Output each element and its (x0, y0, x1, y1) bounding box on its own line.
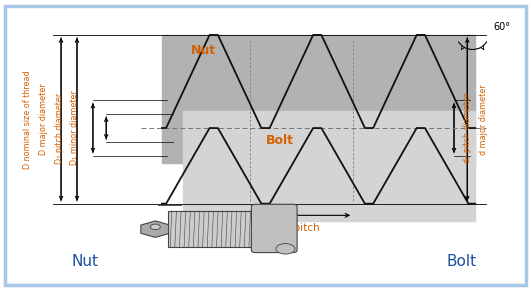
Text: Nut: Nut (72, 254, 98, 269)
Text: d major diameter: d major diameter (479, 84, 487, 155)
Text: d₂ pitch diameter: d₂ pitch diameter (463, 93, 472, 163)
Text: D nominal size of thread: D nominal size of thread (23, 70, 32, 168)
Bar (162, 35, 475, 163)
Bar (183, 111, 475, 221)
FancyBboxPatch shape (252, 204, 297, 253)
Text: Bolt: Bolt (447, 254, 477, 269)
Text: Nut: Nut (191, 44, 216, 57)
Bar (168, 211, 256, 247)
Circle shape (276, 244, 295, 254)
Text: Bolt: Bolt (266, 134, 294, 147)
Text: D₂ pitch diameter: D₂ pitch diameter (55, 93, 64, 164)
Text: P pitch: P pitch (284, 223, 319, 233)
Polygon shape (141, 221, 170, 237)
Text: D major diameter: D major diameter (39, 84, 48, 155)
Text: D₁ minor diameter: D₁ minor diameter (70, 91, 79, 166)
Text: 60°: 60° (494, 22, 511, 32)
Circle shape (150, 224, 160, 230)
